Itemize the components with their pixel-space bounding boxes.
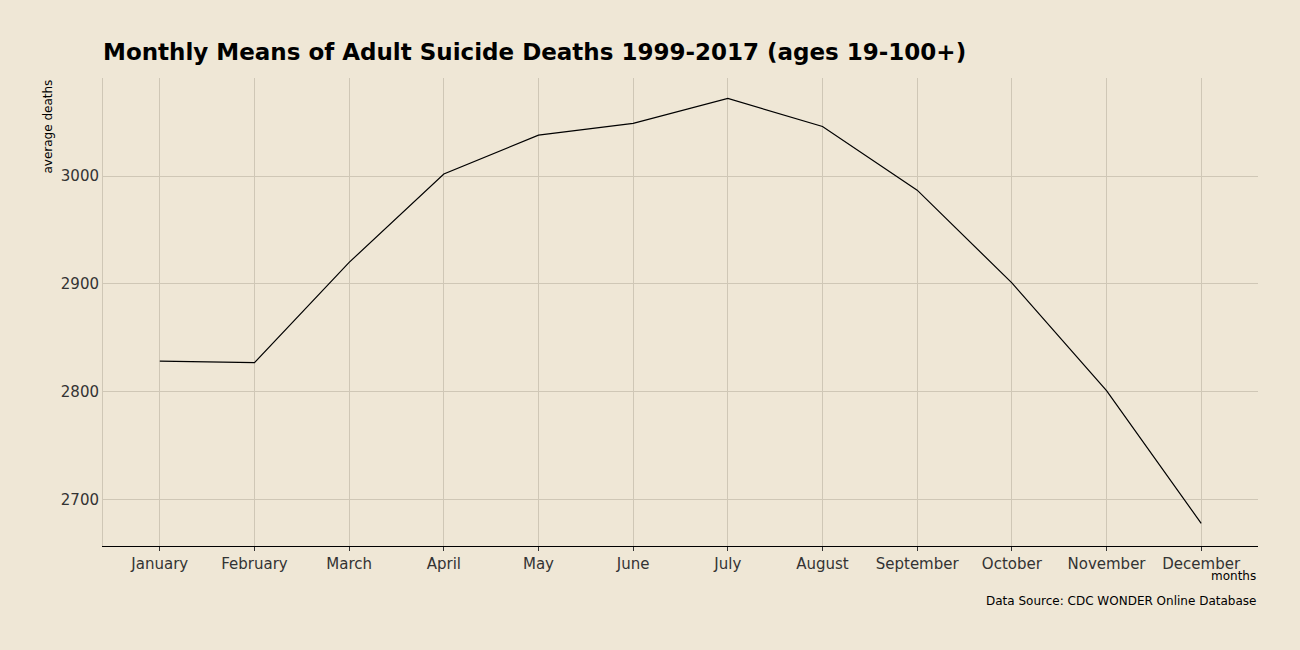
svg-text:January: January xyxy=(130,555,188,573)
svg-text:June: June xyxy=(616,555,650,573)
svg-text:average deaths: average deaths xyxy=(41,80,55,174)
svg-text:March: March xyxy=(326,555,372,573)
svg-text:Data Source: CDC WONDER Online: Data Source: CDC WONDER Online Database xyxy=(986,594,1256,608)
svg-text:3000: 3000 xyxy=(61,167,99,185)
svg-text:May: May xyxy=(523,555,554,573)
svg-text:December: December xyxy=(1162,555,1241,573)
svg-text:months: months xyxy=(1211,569,1256,583)
svg-text:2800: 2800 xyxy=(61,383,99,401)
svg-text:2900: 2900 xyxy=(61,275,99,293)
svg-text:September: September xyxy=(876,555,960,573)
svg-text:October: October xyxy=(982,555,1043,573)
svg-text:November: November xyxy=(1067,555,1146,573)
svg-text:2700: 2700 xyxy=(61,491,99,509)
svg-text:February: February xyxy=(221,555,288,573)
svg-text:Monthly Means of Adult Suicide: Monthly Means of Adult Suicide Deaths 19… xyxy=(103,39,966,65)
svg-text:August: August xyxy=(796,555,849,573)
svg-text:July: July xyxy=(713,555,741,573)
svg-text:April: April xyxy=(427,555,461,573)
